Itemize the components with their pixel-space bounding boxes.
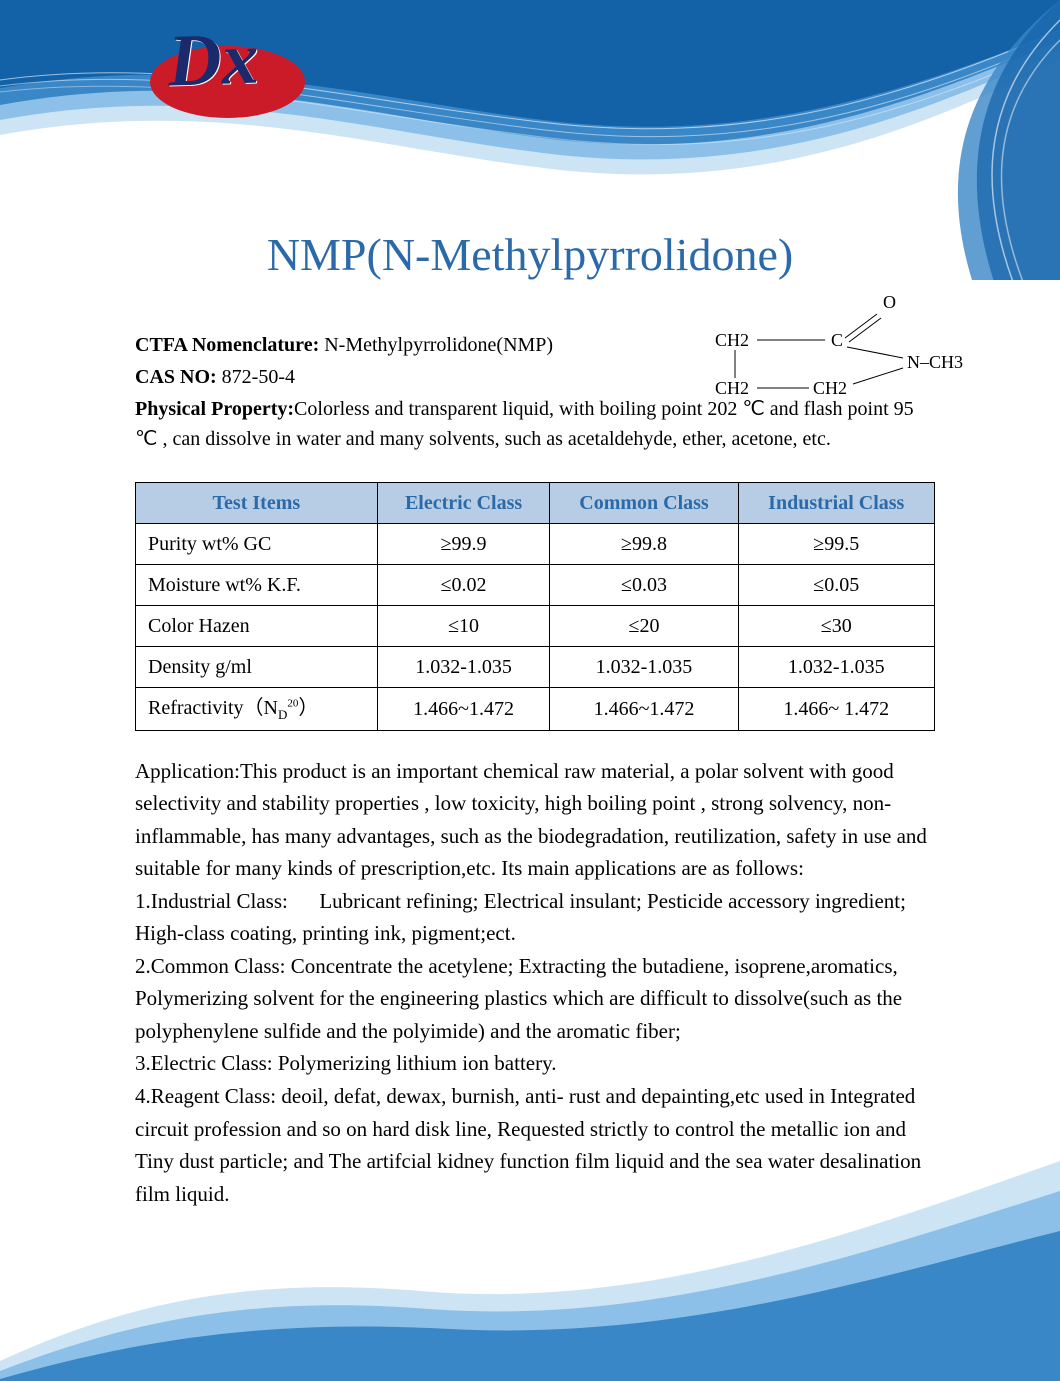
table-row: Purity wt% GC≥99.9≥99.8≥99.5 (136, 524, 935, 565)
app-item-4: 4.Reagent Class: deoil, defat, dewax, bu… (135, 1080, 935, 1210)
logo: Dx (150, 18, 310, 118)
app-item-3: 3.Electric Class: Polymerizing lithium i… (135, 1047, 935, 1080)
table-cell: ≥99.9 (377, 524, 550, 565)
svg-text:C: C (831, 330, 843, 350)
table-cell: ≥99.8 (550, 524, 738, 565)
app-item-2: 2.Common Class: Concentrate the acetylen… (135, 950, 935, 1048)
phys-label: Physical Property: (135, 398, 294, 420)
th-test-items: Test Items (136, 483, 378, 524)
svg-text:CH2: CH2 (813, 378, 847, 398)
table-cell: ≤0.05 (738, 565, 934, 606)
chemical-structure: O CH2 C CH2 CH2 N–CH3 (685, 290, 985, 410)
spec-table: Test Items Electric Class Common Class I… (135, 482, 935, 731)
table-cell: 1.032-1.035 (550, 647, 738, 688)
app-intro: Application:This product is an important… (135, 755, 935, 885)
svg-text:CH2: CH2 (715, 330, 749, 350)
th-electric: Electric Class (377, 483, 550, 524)
application-section: Application:This product is an important… (135, 755, 935, 1211)
ctfa-label: CTFA Nomenclature: (135, 334, 324, 356)
table-cell: Density g/ml (136, 647, 378, 688)
table-cell: ≤0.03 (550, 565, 738, 606)
table-row: Moisture wt% K.F.≤0.02≤0.03≤0.05 (136, 565, 935, 606)
table-cell: ≤30 (738, 606, 934, 647)
table-cell: ≤10 (377, 606, 550, 647)
svg-text:CH2: CH2 (715, 378, 749, 398)
table-cell: ≥99.5 (738, 524, 934, 565)
table-cell: Color Hazen (136, 606, 378, 647)
table-row: Refractivity（ND20）1.466~1.4721.466~1.472… (136, 688, 935, 731)
content-body: O CH2 C CH2 CH2 N–CH3 CTFA Nomenclature:… (135, 330, 935, 1210)
table-cell: Moisture wt% K.F. (136, 565, 378, 606)
logo-text: Dx (167, 16, 260, 104)
table-cell: ≤0.02 (377, 565, 550, 606)
cas-value: 872-50-4 (222, 366, 295, 388)
table-cell: Refractivity（ND20） (136, 688, 378, 731)
svg-text:N–CH3: N–CH3 (907, 352, 963, 372)
table-header-row: Test Items Electric Class Common Class I… (136, 483, 935, 524)
table-cell: 1.466~ 1.472 (738, 688, 934, 731)
app-item-1: 1.Industrial Class: Lubricant refining; … (135, 885, 935, 950)
table-row: Density g/ml1.032-1.0351.032-1.0351.032-… (136, 647, 935, 688)
table-cell: ≤20 (550, 606, 738, 647)
svg-text:O: O (883, 292, 896, 312)
table-cell: 1.032-1.035 (738, 647, 934, 688)
ctfa-value: N-Methylpyrrolidone(NMP) (324, 334, 553, 356)
cas-label: CAS NO: (135, 366, 222, 388)
table-cell: 1.466~1.472 (550, 688, 738, 731)
th-industrial: Industrial Class (738, 483, 934, 524)
th-common: Common Class (550, 483, 738, 524)
table-row: Color Hazen≤10≤20≤30 (136, 606, 935, 647)
table-cell: 1.032-1.035 (377, 647, 550, 688)
table-cell: Purity wt% GC (136, 524, 378, 565)
table-cell: 1.466~1.472 (377, 688, 550, 731)
page-title: NMP(N-Methylpyrrolidone) (0, 228, 1060, 281)
